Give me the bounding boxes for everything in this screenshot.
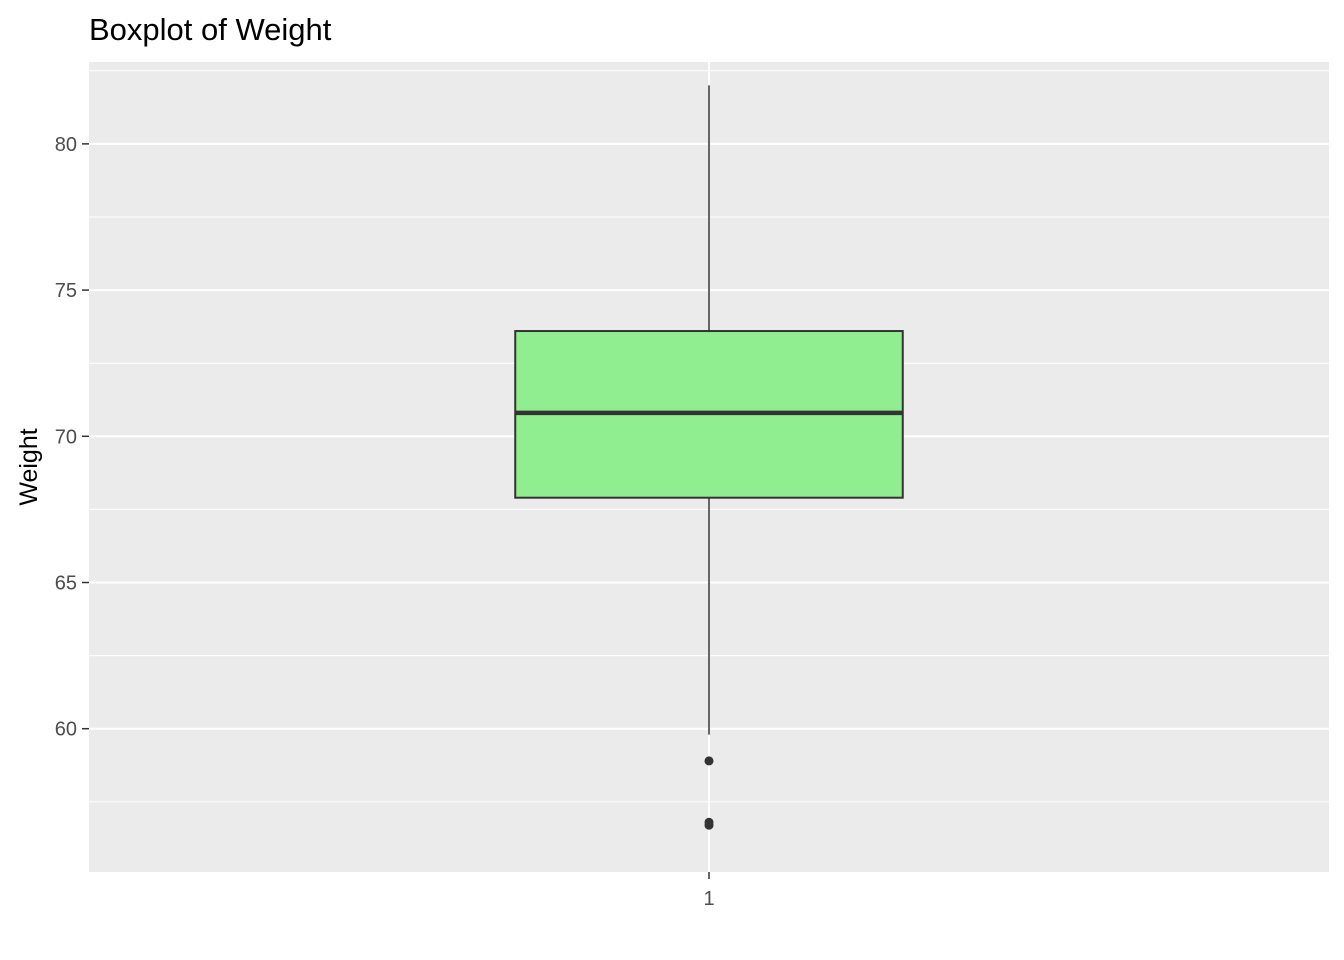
y-tick-label: 65 [55,573,77,595]
x-tick-label: 1 [703,888,714,910]
y-axis-title: Weight [15,428,43,505]
y-tick-label: 70 [55,426,77,448]
x-axis: 1 [703,872,715,910]
outlier-point [704,756,714,766]
y-tick-label: 60 [55,719,77,741]
y-tick-label: 80 [55,134,77,156]
y-tick-label: 75 [55,280,77,302]
y-axis: 60 65 70 75 80 [55,134,89,741]
box-series [514,85,904,830]
chart-title: Boxplot of Weight [89,12,332,47]
outlier-point [704,817,714,827]
box-1 [514,85,904,830]
